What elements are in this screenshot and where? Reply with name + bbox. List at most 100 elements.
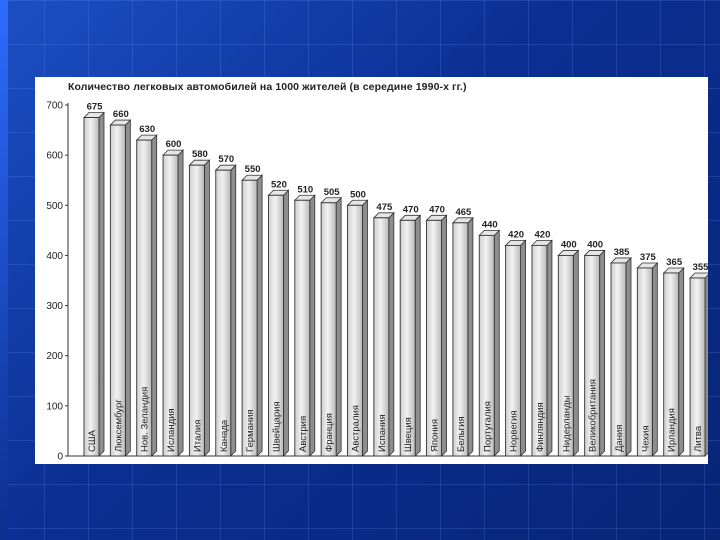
bar-value-label: 420 bbox=[508, 229, 524, 240]
bar bbox=[267, 194, 284, 457]
category-label: Италия bbox=[192, 420, 203, 452]
category-label: Нов. Зеландия bbox=[140, 387, 151, 452]
bar-value-label: 505 bbox=[324, 187, 341, 198]
bar-side bbox=[546, 239, 553, 457]
bar-value-label: 440 bbox=[482, 219, 498, 230]
bar-side bbox=[98, 111, 105, 457]
bar-side bbox=[572, 249, 579, 457]
bar-side bbox=[625, 256, 632, 457]
bar bbox=[689, 277, 706, 457]
bar-value-label: 600 bbox=[166, 139, 182, 150]
category-label: США bbox=[87, 429, 98, 452]
bar bbox=[636, 267, 653, 457]
category-label: Япония bbox=[430, 419, 441, 452]
category-label: Чехия bbox=[640, 425, 651, 452]
bar-value-label: 580 bbox=[192, 149, 208, 160]
category-label: Бельгия bbox=[456, 416, 467, 452]
bar-value-label: 365 bbox=[666, 257, 683, 268]
bar bbox=[109, 124, 126, 457]
bar bbox=[663, 272, 680, 457]
bar bbox=[399, 219, 416, 457]
category-label: Дания bbox=[614, 425, 625, 452]
bar-side bbox=[651, 261, 658, 457]
bar-side bbox=[467, 216, 474, 457]
bar bbox=[373, 217, 390, 457]
y-tick-label: 400 bbox=[46, 251, 63, 262]
y-tick-label: 700 bbox=[46, 101, 63, 112]
bar-side bbox=[441, 214, 447, 457]
bar-side bbox=[283, 189, 289, 457]
category-label: Австралия bbox=[351, 405, 362, 452]
bar-side bbox=[256, 174, 263, 457]
y-tick-label: 300 bbox=[46, 301, 63, 312]
bar-value-label: 400 bbox=[561, 239, 577, 250]
bar bbox=[347, 204, 363, 457]
bar-side bbox=[124, 119, 131, 457]
bar bbox=[531, 244, 548, 457]
y-tick-label: 500 bbox=[46, 201, 63, 212]
chart-panel: Количество легковых автомобилей на 1000 … bbox=[35, 77, 708, 464]
bar-value-label: 420 bbox=[535, 229, 551, 240]
bar-side bbox=[203, 159, 210, 457]
y-tick-label: 0 bbox=[57, 452, 63, 463]
category-label: Австрия bbox=[298, 416, 309, 452]
category-label: Нидерланды bbox=[561, 395, 572, 452]
bar-value-label: 520 bbox=[271, 179, 287, 190]
bar-value-label: 400 bbox=[587, 239, 603, 250]
bar bbox=[162, 154, 179, 457]
bar-value-label: 510 bbox=[297, 184, 313, 195]
bar-value-label: 470 bbox=[429, 204, 445, 215]
bar-side bbox=[520, 239, 527, 457]
bar bbox=[452, 222, 469, 457]
bar bbox=[136, 139, 153, 457]
bar bbox=[215, 169, 232, 457]
bar bbox=[557, 254, 574, 457]
bar-chart: 0 100 200 300 400 500 600 700 675 США 660 Люксембур… bbox=[46, 101, 708, 463]
bar-value-label: 355 bbox=[693, 262, 708, 273]
bar-side bbox=[335, 196, 342, 457]
bar-value-label: 375 bbox=[640, 252, 657, 263]
bar bbox=[478, 234, 495, 457]
category-label: Финляндия bbox=[535, 402, 546, 452]
bar-side bbox=[493, 229, 500, 457]
category-label: Германия bbox=[245, 409, 256, 452]
bar bbox=[505, 244, 522, 457]
category-label: Швейцария bbox=[271, 401, 282, 452]
bar bbox=[188, 164, 205, 457]
bar bbox=[584, 254, 601, 457]
bar bbox=[426, 219, 442, 457]
bar-side bbox=[678, 267, 685, 457]
category-label: Португалия bbox=[482, 401, 493, 452]
slide-accent-bar bbox=[0, 0, 8, 540]
category-label: Исландия bbox=[166, 408, 177, 452]
y-tick-label: 100 bbox=[46, 401, 63, 412]
bar-side bbox=[177, 149, 184, 457]
bar-value-label: 675 bbox=[87, 102, 104, 113]
bar bbox=[241, 179, 258, 457]
bar-value-label: 630 bbox=[139, 124, 155, 135]
bar-side bbox=[388, 211, 395, 457]
bar-value-label: 500 bbox=[350, 189, 366, 200]
category-label: Литва bbox=[693, 425, 704, 452]
bar-side bbox=[151, 134, 158, 457]
category-label: Швеция bbox=[403, 417, 414, 452]
category-label: Испания bbox=[377, 414, 388, 452]
bar-value-label: 385 bbox=[614, 247, 631, 258]
y-tick-label: 600 bbox=[46, 151, 63, 162]
bar-top bbox=[689, 272, 708, 279]
bar-value-label: 660 bbox=[113, 109, 129, 120]
chart-title: Количество легковых автомобилей на 1000 … bbox=[68, 81, 467, 93]
category-label: Норвегия bbox=[509, 410, 520, 452]
bar bbox=[610, 262, 627, 457]
category-label: Люксембург bbox=[113, 399, 124, 452]
bar-value-label: 465 bbox=[455, 207, 472, 218]
category-label: Великобритания bbox=[588, 379, 599, 452]
bar-side bbox=[599, 249, 606, 457]
category-label: Канада bbox=[219, 419, 230, 452]
bar-value-label: 570 bbox=[218, 154, 234, 165]
bar-value-label: 550 bbox=[245, 164, 261, 175]
bar-value-label: 475 bbox=[376, 202, 393, 213]
category-label: Франция bbox=[324, 413, 335, 452]
y-tick-label: 200 bbox=[46, 351, 63, 362]
bar-side bbox=[309, 194, 316, 457]
